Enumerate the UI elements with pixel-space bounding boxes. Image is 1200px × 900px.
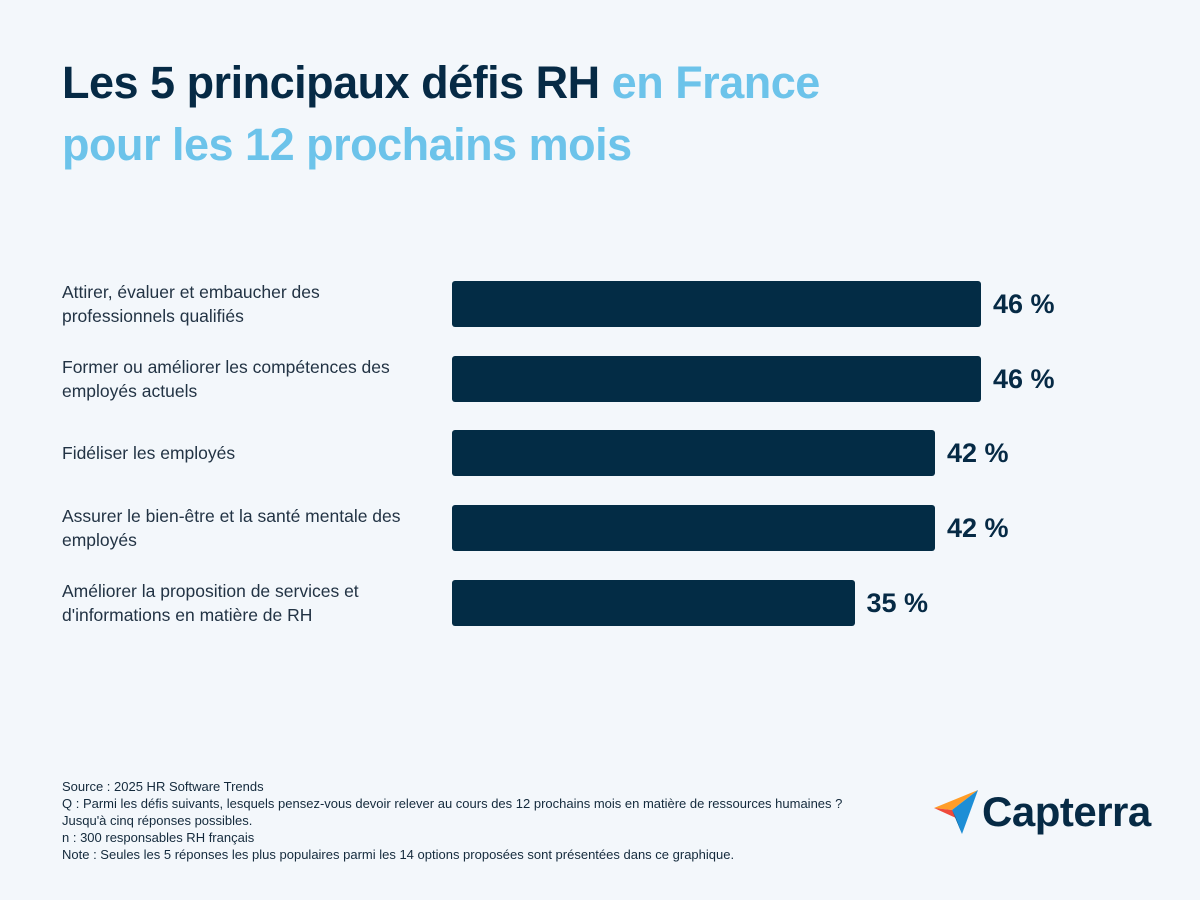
title-part: Les 5 principaux défis RH [62, 57, 600, 108]
bar [452, 505, 935, 552]
category-label: Attirer, évaluer et embaucher des profes… [62, 282, 320, 326]
bar [452, 579, 855, 626]
note: n : 300 responsables RH français [62, 830, 255, 845]
note: Source : 2025 HR Software Trends [62, 779, 264, 794]
chart-title: Les 5 principaux défis RH en France pour… [62, 52, 820, 176]
category-label: Fidéliser les employés [62, 443, 236, 464]
note: Q : Parmi les défis suivants, lesquels p… [62, 796, 843, 828]
note: Note : Seules les 5 réponses les plus po… [62, 847, 735, 862]
notes: Source : 2025 HR Software Trends Q : Parm… [62, 778, 882, 863]
value-label: 46 % [993, 289, 1055, 319]
category-label: Former ou améliorer les compétences des … [62, 356, 390, 401]
category-label: Améliorer la proposition de services et … [62, 580, 359, 625]
title-part: en France [611, 57, 821, 108]
bar [452, 281, 981, 327]
value-label: 46 % [993, 363, 1055, 394]
bar [452, 430, 935, 477]
title-part: pour les 12 prochains mois [62, 119, 632, 170]
value-label: 42 % [947, 513, 1009, 544]
brand: Capterra [982, 788, 1151, 835]
value-label: 42 % [947, 438, 1009, 469]
bar [452, 355, 981, 402]
value-label: 35 % [866, 587, 929, 618]
logo-icon [934, 790, 978, 834]
category-label: Assurer le bien-être et la santé mentale… [62, 506, 401, 551]
